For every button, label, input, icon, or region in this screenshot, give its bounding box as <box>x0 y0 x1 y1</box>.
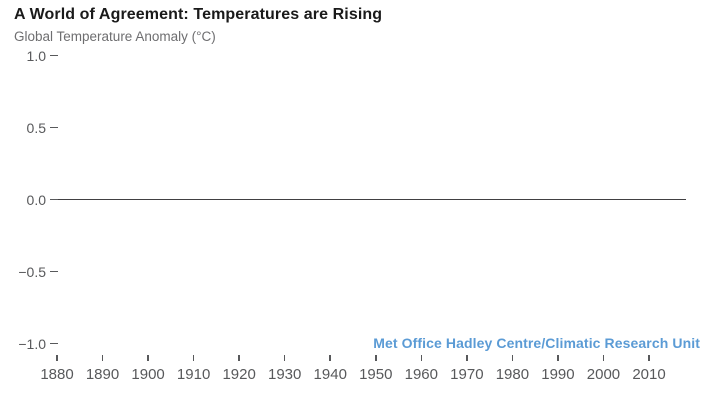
x-tick-mark <box>511 355 514 361</box>
x-tick-label: 1880 <box>40 366 74 383</box>
x-tick-label: 2000 <box>586 366 621 383</box>
x-tick-mark <box>375 355 377 361</box>
data-source-attribution: Met Office Hadley Centre/Climatic Resear… <box>373 335 700 351</box>
x-tick-mark <box>238 355 240 361</box>
x-tick-label: 1910 <box>176 366 211 383</box>
y-tick-label: −0.5 <box>18 263 46 280</box>
x-tick-mark <box>557 355 559 361</box>
x-tick-label: 1980 <box>495 366 530 383</box>
y-tick-label: 0.0 <box>26 191 46 208</box>
x-tick-mark <box>420 355 423 361</box>
x-tick-mark <box>147 355 149 361</box>
x-tick-label: 1950 <box>359 366 393 383</box>
y-tick-label: 0.5 <box>26 119 46 136</box>
x-tick-mark <box>192 355 195 361</box>
zero-baseline <box>50 198 686 201</box>
x-tick-mark <box>648 355 650 361</box>
y-tick-label: −1.0 <box>18 335 46 352</box>
y-tick-mark <box>50 54 58 57</box>
x-tick-mark <box>602 355 605 361</box>
x-tick-label: 1990 <box>541 366 575 383</box>
x-tick-mark <box>101 355 104 361</box>
chart-title: A World of Agreement: Temperatures are R… <box>14 6 383 23</box>
x-tick-label: 1940 <box>313 366 347 383</box>
x-tick-mark <box>56 355 58 361</box>
x-tick-label: 1890 <box>85 366 120 383</box>
x-tick-label: 1920 <box>222 366 256 383</box>
x-tick-label: 1960 <box>404 366 438 383</box>
y-tick-mark <box>50 342 58 345</box>
x-tick-label: 1970 <box>450 366 484 383</box>
x-tick-mark <box>283 355 286 361</box>
y-tick-mark <box>50 270 58 273</box>
y-tick-label: 1.0 <box>26 47 46 64</box>
x-tick-mark <box>466 355 468 361</box>
x-tick-label: 2010 <box>632 366 666 383</box>
y-axis-title: Global Temperature Anomaly (°C) <box>14 29 216 44</box>
y-tick-mark <box>50 198 58 201</box>
y-tick-mark <box>50 126 58 129</box>
x-tick-label: 1930 <box>268 366 302 383</box>
x-tick-label: 1900 <box>131 366 165 383</box>
x-tick-mark <box>329 355 331 361</box>
